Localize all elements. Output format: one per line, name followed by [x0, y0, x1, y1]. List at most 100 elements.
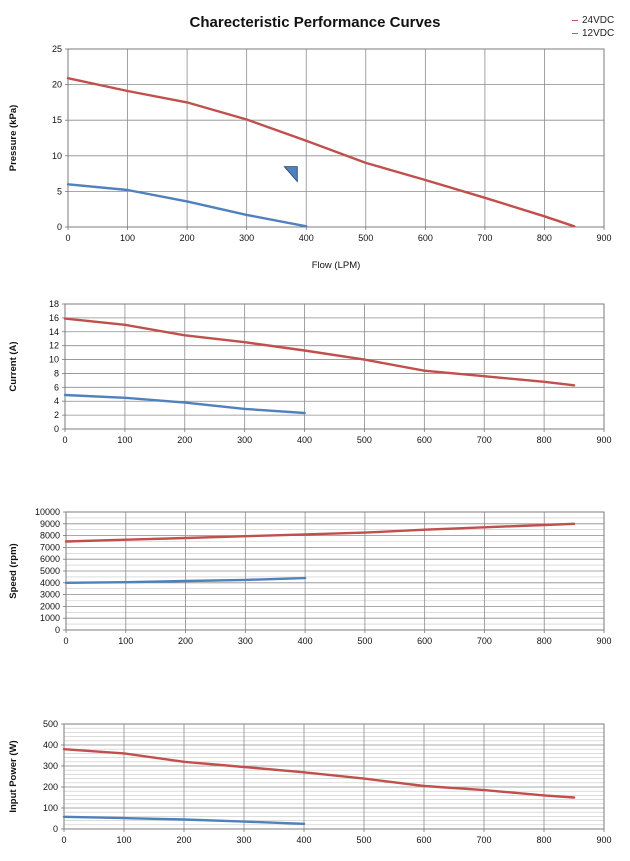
series-line-12vdc	[62, 815, 306, 825]
chart-2: 0100020003000400050006000700080009000100…	[8, 507, 612, 646]
chart-0: 0 5 10 15 20 25 0 100 200 300 400 500 600 700 800 900 Pr…	[8, 44, 612, 271]
y-tick-label: 15	[52, 115, 62, 125]
y-axis-label: Input Power (W)	[8, 740, 19, 812]
y-axis-label: Speed (rpm)	[8, 543, 19, 598]
y-axis-label: Current (A)	[8, 341, 19, 391]
plot-frame	[64, 303, 605, 430]
x-tick-label: 900	[596, 636, 611, 646]
x-tick-label: 100	[117, 435, 132, 445]
x-tick-label: 200	[180, 233, 195, 243]
y-tick-label: 7000	[40, 542, 60, 552]
x-tick-label: 700	[477, 435, 492, 445]
x-tick-label: 400	[299, 233, 314, 243]
x-tick-label: 400	[298, 636, 313, 646]
x-tick-label: 0	[65, 233, 70, 243]
y-tick-label: 4000	[40, 578, 60, 588]
x-tick-label: 600	[418, 233, 433, 243]
y-tick-label: 16	[49, 313, 59, 323]
y-tick-label: 8000	[40, 531, 60, 541]
plot-frame	[67, 48, 605, 228]
y-tick-label: 12	[49, 341, 59, 351]
x-tick-label: 400	[297, 435, 312, 445]
legend-swatch-12vdc	[572, 32, 578, 34]
x-tick-label: 800	[537, 636, 552, 646]
x-tick-label: 600	[416, 835, 431, 845]
x-tick-label: 100	[118, 636, 133, 646]
y-tick-label: 0	[53, 824, 58, 834]
x-tick-label: 300	[237, 435, 252, 445]
x-tick-label: 0	[63, 636, 68, 646]
series-line-24vdc	[64, 522, 576, 543]
page-title: Charecteristic Performance Curves	[189, 14, 441, 31]
y-tick-label: 10000	[35, 507, 60, 517]
y-tick-label: 4	[54, 396, 59, 406]
legend-label-24vdc: 24VDC	[582, 15, 615, 26]
chart-1: 0 2 4 6 8 10 12 14 16 18 0 100 200 300 400 500 600 700 800…	[8, 299, 612, 445]
y-tick-label: 400	[43, 740, 58, 750]
x-tick-label: 200	[176, 835, 191, 845]
x-tick-label: 900	[596, 233, 611, 243]
series-line-12vdc	[66, 183, 308, 228]
x-tick-label: 900	[596, 835, 611, 845]
x-tick-label: 800	[537, 435, 552, 445]
plot-frame	[63, 723, 605, 830]
plot-area	[65, 304, 604, 429]
series-line-12vdc	[63, 393, 306, 415]
series-line-24vdc	[63, 317, 576, 387]
y-tick-label: 500	[43, 719, 58, 729]
x-tick-label: 600	[417, 636, 432, 646]
y-tick-label: 0	[55, 625, 60, 635]
y-tick-label: 0	[57, 222, 62, 232]
x-tick-label: 800	[537, 233, 552, 243]
y-tick-label: 10	[49, 355, 59, 365]
y-tick-label: 9000	[40, 519, 60, 529]
legend-item-12vdc: 12VDC	[572, 27, 614, 40]
series-line-12vdc	[64, 576, 307, 584]
x-tick-label: 400	[296, 835, 311, 845]
y-tick-label: 5	[57, 186, 62, 196]
x-tick-label: 500	[357, 636, 372, 646]
x-tick-label: 900	[596, 435, 611, 445]
y-tick-label: 100	[43, 803, 58, 813]
x-tick-label: 600	[417, 435, 432, 445]
legend: 24VDC 12VDC	[572, 14, 614, 40]
x-tick-label: 300	[239, 233, 254, 243]
x-tick-label: 300	[238, 636, 253, 646]
pointer-marker-icon	[283, 166, 298, 183]
y-tick-label: 6	[54, 382, 59, 392]
y-tick-label: 18	[49, 299, 59, 309]
y-tick-label: 200	[43, 782, 58, 792]
x-tick-label: 500	[358, 233, 373, 243]
x-tick-label: 300	[236, 835, 251, 845]
y-tick-label: 2000	[40, 601, 60, 611]
legend-swatch-24vdc	[572, 19, 578, 21]
y-tick-label: 1000	[40, 613, 60, 623]
x-tick-label: 100	[116, 835, 131, 845]
x-tick-label: 800	[536, 835, 551, 845]
chart-3: 0 100 200 300 400 500 0 100 200 300 400 500 600 700 80…	[8, 719, 612, 845]
x-tick-label: 700	[477, 233, 492, 243]
y-tick-label: 0	[54, 424, 59, 434]
x-tick-label: 700	[476, 835, 491, 845]
y-tick-label: 25	[52, 44, 62, 54]
y-tick-label: 20	[52, 80, 62, 90]
x-tick-label: 100	[120, 233, 135, 243]
y-tick-label: 3000	[40, 590, 60, 600]
x-tick-label: 200	[178, 636, 193, 646]
series-line-24vdc	[66, 76, 576, 228]
y-tick-label: 5000	[40, 566, 60, 576]
x-tick-label: 200	[177, 435, 192, 445]
legend-item-24vdc: 24VDC	[572, 14, 614, 27]
x-tick-label: 0	[62, 435, 67, 445]
x-tick-label: 500	[356, 835, 371, 845]
y-tick-label: 300	[43, 761, 58, 771]
y-tick-label: 8	[54, 368, 59, 378]
y-tick-label: 14	[49, 327, 59, 337]
plot-area	[68, 49, 604, 227]
series-line-24vdc	[62, 748, 576, 799]
legend-label-12vdc: 12VDC	[582, 28, 615, 39]
x-tick-label: 500	[357, 435, 372, 445]
x-tick-label: 0	[61, 835, 66, 845]
y-tick-label: 2	[54, 410, 59, 420]
